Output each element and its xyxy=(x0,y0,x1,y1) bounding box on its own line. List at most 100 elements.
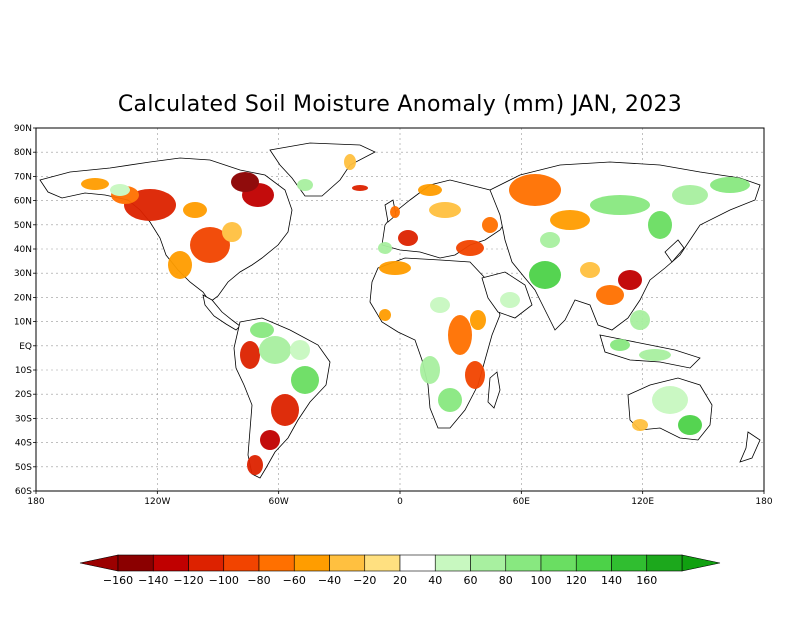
anomaly-region xyxy=(240,341,260,369)
anomaly-region xyxy=(420,356,440,384)
colorbar: −160 −140 −120 −100 −80 −60 −40 −20 20 40 60 80 100 1… xyxy=(79,554,721,587)
lat-tick-label: 10S xyxy=(15,366,32,376)
lat-tick-label: 10N xyxy=(14,318,32,328)
anomaly-region xyxy=(183,202,207,218)
central-america xyxy=(202,294,241,331)
lat-tick-label: 30S xyxy=(15,414,32,424)
lat-tick-label: 90N xyxy=(14,124,32,134)
anomaly-region xyxy=(710,177,750,193)
anomaly-region xyxy=(247,455,263,475)
lon-tick-label: 0 xyxy=(397,497,403,507)
anomaly-region xyxy=(297,179,313,191)
anomaly-region xyxy=(291,366,319,394)
lon-tick-label: 180 xyxy=(755,497,772,507)
anomaly-region xyxy=(250,322,274,338)
colorbar-label: 60 xyxy=(464,574,478,587)
lat-tick-label: 50S xyxy=(15,463,32,473)
anomaly-region xyxy=(271,394,299,426)
anomaly-region xyxy=(344,154,356,170)
anomaly-region xyxy=(379,261,411,275)
colorbar-swatch xyxy=(575,554,612,572)
colorbar-swatch xyxy=(293,554,330,572)
colorbar-swatch xyxy=(505,554,542,572)
lat-tick-label: 70N xyxy=(14,172,32,182)
latitude-axis: 90N 80N 70N 60N 50N 40N 30N 20N 10N EQ 10S 20S 30S 40… xyxy=(14,124,36,497)
anomaly-region xyxy=(378,242,392,254)
anomaly-region xyxy=(529,261,561,289)
lon-tick-label: 60W xyxy=(268,497,288,507)
anomaly-region xyxy=(590,195,650,215)
anomaly-region xyxy=(418,184,442,196)
anomaly-region xyxy=(500,292,520,308)
colorbar-label: −20 xyxy=(353,574,376,587)
anomaly-region xyxy=(110,184,130,196)
anomaly-region xyxy=(509,174,561,206)
colorbar-label: −160 xyxy=(103,574,133,587)
colorbar-swatch xyxy=(611,554,648,572)
anomaly-region xyxy=(379,309,391,321)
colorbar-swatch xyxy=(364,554,401,572)
lat-tick-label: 30N xyxy=(14,269,32,279)
anomaly-region xyxy=(632,419,648,431)
anomaly-region xyxy=(429,202,461,218)
anomaly-region xyxy=(168,251,192,279)
colorbar-swatch xyxy=(223,554,260,572)
lat-tick-label: 80N xyxy=(14,148,32,158)
colorbar-label: 40 xyxy=(428,574,442,587)
lat-tick-label: 50N xyxy=(14,221,32,231)
lat-tick-label: 60N xyxy=(14,197,32,207)
lat-tick-label: 20N xyxy=(14,293,32,303)
colorbar-swatch xyxy=(540,554,577,572)
lat-tick-label: 40N xyxy=(14,245,32,255)
anomaly-region xyxy=(596,285,624,305)
colorbar-label: 100 xyxy=(531,574,552,587)
colorbar-swatch xyxy=(329,554,366,572)
colorbar-label: 80 xyxy=(499,574,513,587)
anomaly-region xyxy=(390,206,400,218)
anomaly-region xyxy=(639,349,671,361)
colorbar-label: −140 xyxy=(138,574,168,587)
anomaly-region xyxy=(652,386,688,414)
colorbar-label: 120 xyxy=(566,574,587,587)
colorbar-swatch xyxy=(470,554,507,572)
anomaly-region xyxy=(430,297,450,313)
africa xyxy=(369,257,501,429)
anomaly-region xyxy=(260,430,280,450)
anomaly-region xyxy=(648,211,672,239)
japan xyxy=(664,239,685,263)
anomaly-region xyxy=(630,310,650,330)
colorbar-label: −60 xyxy=(283,574,306,587)
anomaly-region xyxy=(482,217,498,233)
colorbar-swatch xyxy=(117,554,154,572)
anomaly-region xyxy=(580,262,600,278)
lat-tick-label: EQ xyxy=(19,342,32,352)
anomaly-region xyxy=(465,361,485,389)
anomaly-region xyxy=(470,310,486,330)
lat-tick-label: 60S xyxy=(15,487,32,497)
lon-tick-label: 180 xyxy=(27,497,44,507)
colorbar-swatch xyxy=(646,554,683,572)
colorbar-label: −120 xyxy=(173,574,203,587)
lat-tick-label: 40S xyxy=(15,439,32,449)
colorbar-swatch xyxy=(152,554,189,572)
map-title: Calculated Soil Moisture Anomaly (mm) JA… xyxy=(117,92,683,117)
anomaly-region xyxy=(550,210,590,230)
anomaly-region xyxy=(618,270,642,290)
lon-tick-label: 120W xyxy=(144,497,170,507)
colorbar-swatch xyxy=(434,554,471,572)
new-zealand xyxy=(739,431,761,463)
anomaly-region xyxy=(456,240,484,256)
anomaly-region xyxy=(81,178,109,190)
anomaly-region xyxy=(352,185,368,191)
anomaly-region xyxy=(438,388,462,412)
colorbar-label: −100 xyxy=(209,574,239,587)
anomaly-region xyxy=(540,232,560,248)
colorbar-extend-low xyxy=(79,554,119,572)
colorbar-swatch xyxy=(399,554,436,572)
anomaly-region xyxy=(259,336,291,364)
anomaly-region xyxy=(448,315,472,355)
colorbar-label: −40 xyxy=(318,574,341,587)
colorbar-label: 160 xyxy=(636,574,657,587)
longitude-axis: 180 120W 60W 0 60E 120E 180 xyxy=(27,491,773,507)
